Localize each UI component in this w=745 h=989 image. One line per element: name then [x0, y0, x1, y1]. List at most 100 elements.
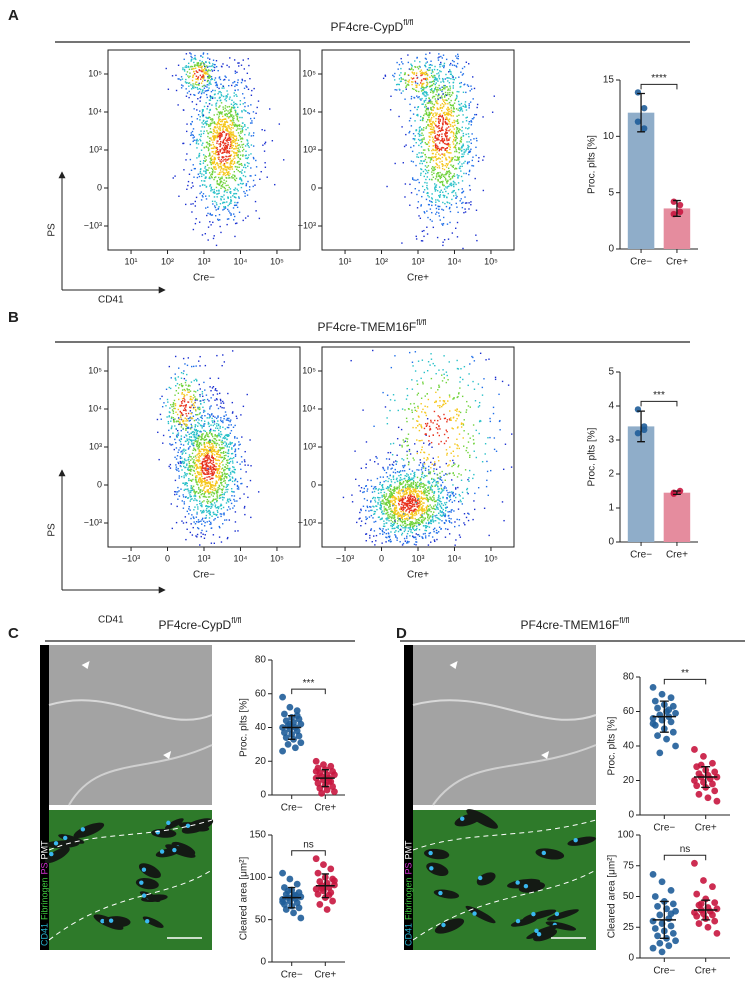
flow-event	[212, 484, 214, 486]
flow-event	[452, 143, 455, 145]
flow-event	[409, 68, 412, 71]
flow-event	[432, 148, 434, 151]
flow-event	[185, 466, 187, 469]
flow-event	[423, 211, 425, 213]
flow-event	[181, 469, 183, 471]
flow-event	[201, 144, 203, 146]
flow-event	[208, 195, 210, 197]
flow-event	[428, 97, 430, 99]
flow-event	[246, 486, 248, 488]
flow-event	[208, 442, 210, 445]
flow-event	[226, 155, 228, 158]
flow-event	[208, 148, 210, 150]
flow-event	[204, 79, 206, 82]
flow-event	[193, 139, 195, 141]
flow-event	[237, 155, 239, 157]
flow-event	[216, 398, 218, 401]
flow-event	[237, 120, 240, 122]
flow-event	[230, 198, 232, 201]
flow-event	[224, 437, 227, 439]
flow-event	[214, 171, 216, 173]
flow-event	[448, 152, 451, 154]
flow-event	[219, 513, 222, 515]
flow-event	[412, 77, 415, 79]
flow-event	[423, 189, 426, 191]
flow-event	[178, 490, 180, 492]
flow-event	[447, 201, 449, 204]
flow-event	[218, 439, 220, 441]
flow-event	[438, 186, 441, 188]
flow-event	[199, 465, 201, 468]
flow-event	[456, 141, 458, 144]
flow-event	[232, 174, 234, 176]
flow-event	[237, 89, 239, 91]
flow-event	[182, 507, 185, 509]
flow-event	[177, 498, 179, 500]
y-tick-label: 5	[608, 187, 614, 198]
flow-event	[191, 452, 194, 455]
flow-event	[202, 489, 204, 491]
flow-event	[216, 193, 218, 195]
flow-event	[230, 147, 233, 149]
flow-event	[454, 192, 457, 194]
flow-event	[229, 135, 231, 137]
flow-event	[170, 417, 173, 420]
flow-event	[217, 163, 219, 165]
flow-event	[212, 469, 214, 471]
flow-event	[223, 158, 225, 161]
flow-event	[426, 176, 429, 178]
flow-event	[228, 177, 230, 179]
flow-event	[199, 478, 201, 480]
flow-event	[209, 144, 211, 146]
flow-event	[200, 439, 202, 441]
flow-event	[210, 469, 213, 471]
flow-event	[175, 464, 177, 466]
flow-event	[214, 146, 217, 149]
flow-event	[222, 400, 224, 403]
flow-event	[493, 95, 495, 97]
flow-event	[187, 357, 190, 359]
flow-event	[460, 106, 462, 108]
flow-event	[195, 436, 197, 438]
flow-event	[237, 132, 240, 134]
flow-event	[167, 401, 169, 403]
flow-event	[246, 143, 248, 145]
flow-event	[226, 144, 229, 146]
flow-event	[169, 467, 172, 469]
flow-event	[203, 126, 206, 128]
flow-event	[217, 207, 220, 210]
flow-event	[411, 150, 414, 153]
flow-event	[419, 139, 421, 142]
flow-event	[390, 510, 392, 513]
flow-event	[194, 222, 197, 225]
flow-event	[453, 138, 455, 141]
flow-event	[210, 494, 213, 496]
flow-event	[452, 164, 455, 167]
flow-event	[221, 113, 223, 115]
flow-event	[211, 484, 213, 486]
flow-event	[222, 441, 224, 443]
flow-event	[217, 111, 220, 113]
flow-event	[217, 467, 220, 470]
flow-event	[240, 414, 242, 416]
flow-event	[422, 73, 424, 75]
flow-event	[200, 485, 202, 487]
flow-event	[428, 64, 431, 66]
flow-event	[213, 178, 215, 181]
flow-event	[200, 448, 203, 450]
flow-event	[214, 504, 217, 506]
flow-event	[460, 138, 463, 141]
flow-event	[179, 423, 181, 425]
flow-event	[402, 78, 404, 80]
flow-event	[218, 206, 220, 208]
flow-event	[203, 401, 205, 404]
flow-event	[218, 474, 220, 477]
flow-event	[231, 175, 233, 178]
flow-event	[199, 544, 201, 546]
flow-event	[411, 83, 413, 86]
flow-event	[222, 451, 225, 453]
flow-event	[236, 202, 238, 204]
flow-event	[421, 72, 423, 74]
flow-event	[439, 113, 441, 115]
flow-event	[227, 197, 229, 200]
